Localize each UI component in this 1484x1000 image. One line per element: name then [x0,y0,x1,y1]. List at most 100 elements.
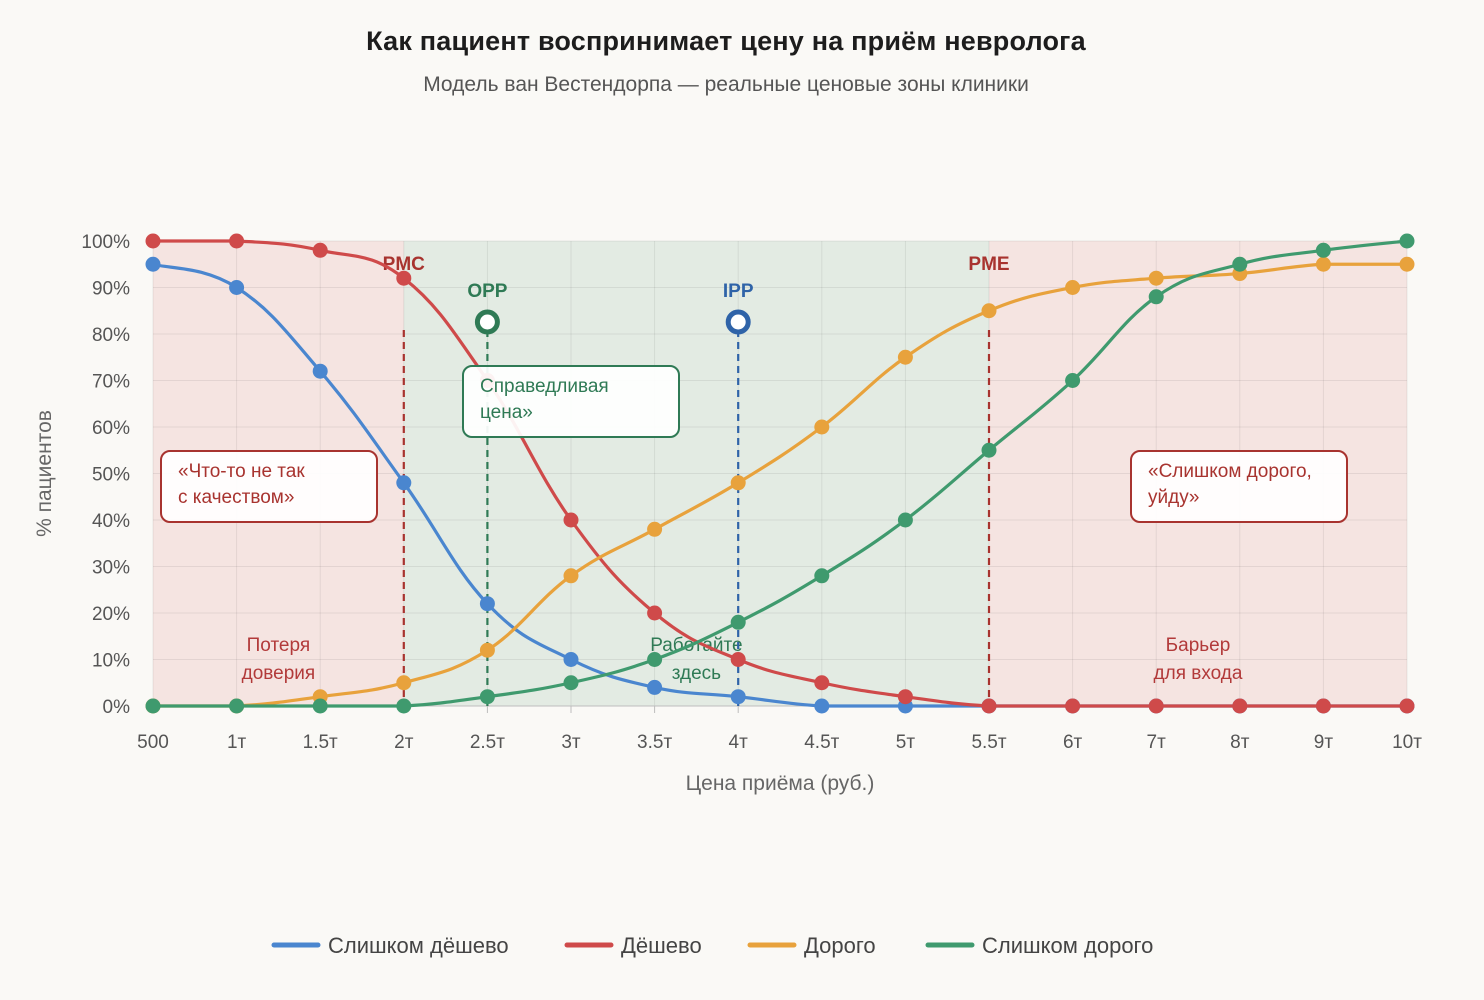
data-point-s3-6 [647,652,663,667]
data-point-s2-3 [396,675,412,691]
data-point-s1-3 [396,270,412,286]
data-point-s2-11 [1065,280,1081,295]
data-point-s1-2 [312,242,328,258]
data-point-s1-6 [647,605,663,621]
y-tick-label: 100% [81,232,130,253]
marker-label-ipp: IPP [723,281,754,302]
marker-circle-ipp [725,309,751,335]
series-line-3 [151,239,1409,708]
data-point-s2-6 [647,521,663,537]
marker-label-opp: OPP [467,281,507,302]
data-point-s1-15 [1399,698,1415,714]
zone-band-1 [403,241,989,706]
x-tick-label: 7т [1147,732,1167,753]
data-point-s3-12 [1148,289,1164,305]
series-line-1 [151,239,1409,708]
x-tick-label: 5т [896,732,916,753]
data-point-s0-8 [814,698,830,714]
data-point-s3-13 [1232,256,1248,272]
data-point-s1-7 [730,652,746,667]
data-point-s1-1 [229,233,245,249]
x-tick-label: 10т [1392,732,1422,753]
x-tick-label: 9т [1314,732,1334,753]
x-tick-label: 2т [394,732,414,753]
data-point-s2-8 [814,419,830,435]
data-point-s2-5 [563,568,579,584]
data-point-s0-3 [396,475,412,491]
x-tick-label: 500 [137,732,169,753]
data-point-s3-11 [1065,373,1081,388]
data-point-s0-5 [563,652,579,667]
x-tick-label: 8т [1230,732,1250,753]
data-point-s0-7 [730,689,746,705]
y-tick-label: 60% [92,418,130,439]
data-point-s2-9 [897,349,913,365]
data-point-s3-15 [1399,233,1415,249]
y-tick-label: 20% [92,604,130,625]
data-point-s3-10 [981,442,997,458]
y-tick-label: 50% [92,465,130,486]
data-point-s1-14 [1315,698,1331,714]
marker-circle-opp [474,309,500,335]
callout-box-1 [462,365,680,438]
data-point-s2-10 [981,303,997,319]
x-tick-label: 3.5т [637,732,672,753]
y-tick-label: 10% [92,651,130,672]
data-point-s1-0 [145,233,161,249]
zone-label-0: доверия [242,663,316,684]
x-tick-label: 6т [1063,732,1083,753]
data-point-s2-7 [730,475,746,491]
data-point-s0-2 [312,363,328,379]
data-point-s3-4 [479,689,495,705]
callout-text-2: «Слишком дорого, [1148,461,1312,482]
x-axis-title: Цена приёма (руб.) [686,772,875,795]
callout-text-0: с качеством» [178,487,294,508]
data-point-s1-9 [897,689,913,705]
data-point-s3-14 [1315,242,1331,258]
y-tick-label: 30% [92,558,130,579]
data-point-s3-2 [312,698,328,714]
data-point-s3-0 [145,698,161,714]
zone-label-1: здесь [672,663,721,684]
chart-subtitle: Модель ван Вестендорпа — реальные ценовы… [423,73,1029,96]
x-tick-label: 4т [729,732,749,753]
callout-text-1: цена» [480,402,533,423]
x-tick-label: 3т [561,732,581,753]
zone-label-0: Потеря [247,635,311,656]
y-axis-title: % пациентов [33,410,56,537]
zone-label-1: Работайте [650,635,742,656]
legend-label-2: Дорого [804,933,876,958]
legend-label-3: Слишком дорого [982,933,1153,958]
callout-text-1: Справедливая [480,376,609,397]
x-tick-label: 4.5т [804,732,839,753]
data-point-s0-0 [145,256,161,272]
x-tick-label: 5.5т [971,732,1006,753]
data-point-s3-8 [814,568,830,584]
callout-text-2: уйду» [1148,487,1199,508]
zone-label-2: для входа [1154,663,1243,684]
data-point-s0-4 [479,596,495,612]
zone-label-2: Барьер [1166,635,1231,656]
callout-text-0: «Что-то не так [178,461,305,482]
data-point-s3-7 [730,614,746,630]
x-tick-label: 1.5т [303,732,338,753]
y-tick-label: 70% [92,372,130,393]
data-point-s2-15 [1399,256,1415,272]
data-point-s1-12 [1148,698,1164,714]
data-point-s2-4 [479,642,495,658]
data-point-s1-11 [1065,698,1081,714]
chart-title: Как пациент воспринимает цену на приём н… [366,26,1086,56]
legend-label-0: Слишком дёшево [328,933,509,958]
data-point-s2-12 [1148,270,1164,286]
data-point-s2-14 [1315,256,1331,272]
data-point-s3-3 [396,698,412,714]
x-tick-label: 1т [227,732,247,753]
y-tick-label: 40% [92,511,130,532]
marker-label-pme: PME [968,254,1009,275]
data-point-s1-5 [563,512,579,528]
data-point-s3-9 [897,512,913,528]
x-tick-label: 2.5т [470,732,505,753]
data-point-s3-1 [229,698,245,714]
data-point-s1-10 [981,698,997,714]
